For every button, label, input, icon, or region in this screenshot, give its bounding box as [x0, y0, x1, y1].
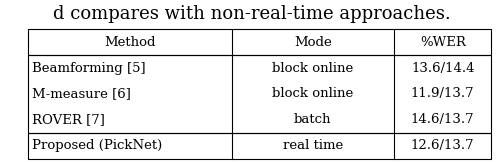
Text: Mode: Mode: [294, 36, 332, 49]
Text: Beamforming [5]: Beamforming [5]: [32, 62, 145, 75]
Text: 12.6/13.7: 12.6/13.7: [411, 139, 475, 152]
Bar: [28, 29, 491, 55]
Text: 13.6/14.4: 13.6/14.4: [411, 62, 474, 75]
Bar: [28, 133, 491, 159]
Text: M-measure [6]: M-measure [6]: [32, 87, 131, 100]
Text: %WER: %WER: [420, 36, 466, 49]
Text: real time: real time: [283, 139, 343, 152]
Text: Proposed (PickNet): Proposed (PickNet): [32, 139, 162, 152]
Text: batch: batch: [294, 113, 332, 126]
Bar: [28, 55, 491, 133]
Text: 11.9/13.7: 11.9/13.7: [411, 87, 475, 100]
Text: Method: Method: [104, 36, 155, 49]
Text: ROVER [7]: ROVER [7]: [32, 113, 105, 126]
Text: block online: block online: [272, 87, 353, 100]
Text: d compares with non-real-time approaches.: d compares with non-real-time approaches…: [53, 5, 451, 23]
Text: 14.6/13.7: 14.6/13.7: [411, 113, 475, 126]
Text: block online: block online: [272, 62, 353, 75]
